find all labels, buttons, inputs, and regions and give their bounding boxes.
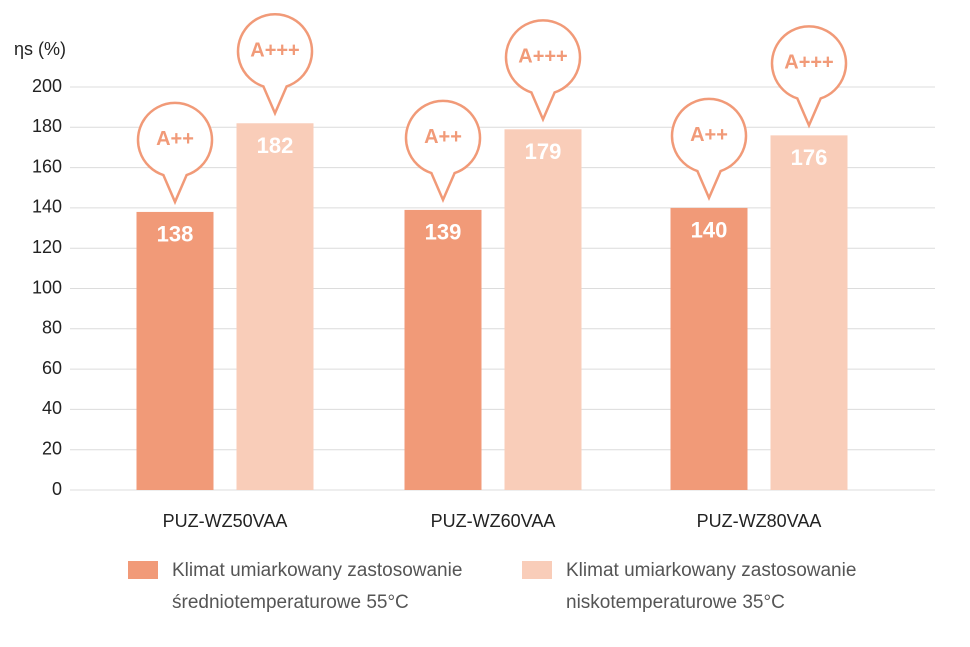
y-tick-label: 20: [42, 438, 62, 458]
value-label: 179: [525, 139, 562, 164]
bar: [236, 123, 314, 491]
badge: [670, 97, 748, 202]
y-tick-label: 100: [32, 277, 62, 297]
value-label: 176: [791, 145, 828, 170]
badge: [236, 13, 314, 117]
bar: [136, 211, 214, 490]
value-label: 140: [691, 218, 728, 243]
y-tick-label: 200: [32, 76, 62, 96]
badge-label: A++: [156, 128, 194, 150]
x-tick-label: PUZ-WZ50VAA: [163, 511, 288, 531]
y-tick-label: 160: [32, 156, 62, 176]
value-label: 138: [157, 222, 194, 247]
bar: [404, 209, 482, 491]
badge-label: A++: [690, 124, 728, 146]
badge: [404, 99, 482, 204]
bar: [770, 135, 848, 491]
badge-label: A+++: [250, 40, 299, 62]
bar: [670, 207, 748, 490]
legend-item: Klimat umiarkowany zastosowanie niskotem…: [522, 555, 906, 619]
y-tick-label: 140: [32, 197, 62, 217]
y-tick-label: 0: [52, 479, 62, 499]
value-label: 139: [425, 220, 462, 245]
badge: [770, 25, 848, 129]
x-tick-label: PUZ-WZ60VAA: [431, 511, 556, 531]
badge: [504, 19, 582, 123]
y-tick-label: 80: [42, 318, 62, 338]
y-axis-label: ηs (%): [14, 39, 66, 59]
y-tick-label: 120: [32, 237, 62, 257]
y-tick-label: 40: [42, 398, 62, 418]
badge-label: A++: [424, 126, 462, 148]
legend-text: Klimat umiarkowany zastosowanie średniot…: [172, 560, 463, 613]
legend-text: Klimat umiarkowany zastosowanie niskotem…: [566, 560, 857, 613]
y-tick-label: 60: [42, 358, 62, 378]
chart: ηs (%) 0 20 40 60 80 100 120 140 160 180 200 PUZ-WZ…: [14, 13, 935, 531]
badge-label: A+++: [784, 52, 833, 74]
legend-swatch: [522, 561, 552, 579]
legend-item: Klimat umiarkowany zastosowanie średniot…: [128, 555, 512, 619]
y-tick-label: 180: [32, 116, 62, 136]
x-tick-label: PUZ-WZ80VAA: [697, 511, 822, 531]
badge: [136, 101, 214, 206]
legend-swatch: [128, 561, 158, 579]
bar: [504, 129, 582, 490]
badge-label: A+++: [518, 46, 567, 68]
value-label: 182: [257, 133, 294, 158]
